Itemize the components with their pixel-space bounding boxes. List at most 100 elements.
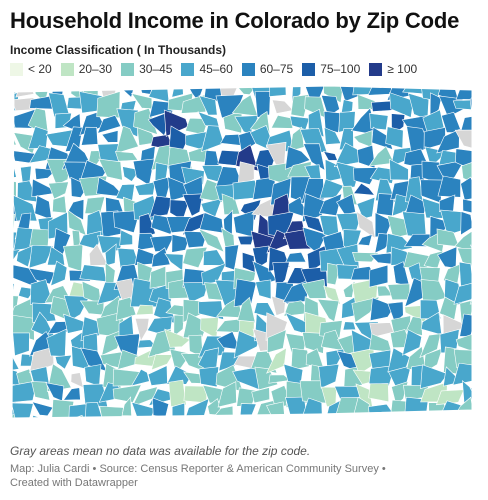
- zip-code-area: [113, 210, 141, 234]
- zip-code-area: [473, 142, 488, 160]
- zip-code-area: [285, 416, 308, 418]
- zip-code-area: [469, 95, 472, 121]
- zip-code-area: [168, 379, 187, 407]
- zip-code-area: [28, 244, 54, 269]
- zip-code-area: [12, 278, 15, 300]
- zip-code-area: [289, 115, 310, 130]
- zip-code-area: [285, 251, 307, 263]
- legend-label: 45–60: [199, 62, 233, 76]
- zip-code-area: [119, 229, 133, 246]
- zip-code-area: [114, 151, 139, 162]
- zip-code-area: [439, 194, 456, 212]
- zip-code-area: [410, 413, 423, 418]
- zip-code-area: [475, 351, 488, 373]
- zip-code-area: [470, 244, 472, 268]
- zip-code-area: [182, 282, 209, 304]
- zip-code-area: [202, 249, 227, 266]
- zip-code-area: [173, 314, 185, 338]
- zip-code-area: [150, 234, 175, 253]
- zip-code-area: [469, 387, 472, 404]
- zip-code-area: [420, 364, 449, 389]
- zip-code-area: [471, 86, 472, 98]
- zip-code-area: [455, 333, 472, 355]
- zip-code-area: [471, 211, 472, 233]
- zip-code-area: [456, 247, 472, 269]
- zip-code-area: [200, 418, 227, 430]
- zip-code-area: [182, 193, 203, 217]
- zip-code-area: [16, 244, 35, 268]
- zip-code-area: [121, 396, 132, 417]
- no-data-note: Gray areas mean no data was available fo…: [10, 444, 311, 458]
- zip-code-area: [368, 264, 389, 288]
- zip-code-area: [385, 126, 404, 149]
- zip-code-area: [429, 92, 442, 119]
- zip-code-area: [475, 195, 488, 222]
- credit-source: Map: Julia Cardi • Source: Census Report…: [10, 463, 386, 475]
- zip-code-area: [183, 230, 208, 249]
- zip-code-area: [435, 389, 465, 406]
- zip-code-area: [198, 95, 218, 116]
- zip-code-area: [271, 295, 286, 316]
- zip-code-area: [12, 150, 36, 164]
- zip-code-area: [79, 264, 107, 283]
- zip-code-area: [462, 380, 472, 405]
- zip-code-area: [255, 417, 271, 418]
- zip-code-area: [81, 421, 108, 430]
- legend-item-45-60: 45–60: [181, 62, 233, 76]
- zip-code-area: [460, 417, 472, 418]
- legend-item-20-30: 20–30: [60, 62, 113, 76]
- zip-code-area: [323, 110, 342, 134]
- zip-code-area: [302, 143, 326, 171]
- zip-code-area: [474, 125, 488, 149]
- zip-code-area: [101, 130, 119, 143]
- zip-code-area: [239, 403, 257, 418]
- zip-code-area: [478, 161, 488, 187]
- zip-code-area: [476, 233, 488, 255]
- zip-code-area: [437, 175, 461, 198]
- zip-code-area: [12, 145, 15, 171]
- zip-code-area: [134, 317, 150, 342]
- legend-label: 75–100: [320, 62, 361, 76]
- zip-code-area: [428, 402, 448, 418]
- zip-code-area: [284, 146, 311, 170]
- zip-code-area: [139, 213, 156, 240]
- zip-code-area: [336, 193, 356, 216]
- zip-code-area: [367, 86, 393, 96]
- legend-label: < 20: [28, 62, 52, 76]
- zip-code-area: [387, 301, 404, 324]
- zip-code-area: [97, 114, 122, 134]
- zip-code-area: [389, 158, 409, 181]
- zip-code-area: [132, 158, 155, 186]
- zip-code-area: [436, 128, 460, 154]
- zip-code-area: [68, 403, 91, 418]
- zip-code-area: [454, 228, 472, 253]
- zip-code-area: [151, 354, 174, 371]
- zip-code-area: [12, 260, 14, 289]
- zip-code-area: [302, 332, 325, 354]
- colorado-choropleth-map: [11, 85, 488, 430]
- legend-label: 60–75: [259, 62, 294, 76]
- zip-code-area: [386, 417, 414, 418]
- zip-code-area: [462, 198, 472, 214]
- zip-code-area: [369, 166, 396, 184]
- zip-code-area: [387, 283, 411, 301]
- zip-code-area: [460, 176, 472, 201]
- zip-code-area: [317, 413, 344, 418]
- legend-label: ≥ 100: [387, 62, 418, 76]
- zip-code-area: [460, 211, 472, 236]
- zip-code-area: [12, 350, 20, 372]
- zip-code-area: [461, 159, 472, 184]
- zip-code-area: [290, 347, 310, 371]
- legend-item-75-100: 75–100: [302, 62, 360, 76]
- legend-swatch: [302, 62, 316, 76]
- state-outline: [11, 85, 473, 419]
- legend-label: 20–30: [78, 62, 113, 76]
- zip-code-area: [12, 329, 14, 354]
- zip-code-area: [198, 228, 225, 253]
- zip-code-area: [149, 195, 174, 218]
- zip-code-area: [51, 399, 75, 418]
- zip-code-area: [224, 244, 240, 271]
- zip-code-area: [353, 182, 376, 196]
- zip-code-area: [318, 193, 343, 216]
- zip-code-area: [116, 108, 139, 138]
